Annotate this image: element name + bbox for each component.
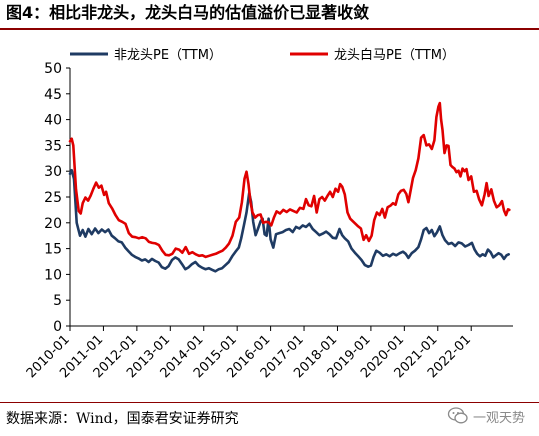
- legend: 非龙头PE（TTM） 龙头白马PE（TTM）: [70, 47, 455, 63]
- series-layer: [70, 103, 509, 271]
- wechat-bubble-icon: [447, 405, 469, 427]
- legend-label-leader: 龙头白马PE（TTM）: [334, 47, 455, 63]
- series-line-non-leader: [70, 170, 509, 271]
- y-tick-label: 35: [44, 138, 62, 154]
- figure-title: 图4：相比非龙头，龙头白马的估值溢价已显著收敛: [6, 1, 533, 25]
- y-tick-label: 15: [44, 242, 62, 258]
- pe-line-chart: 非龙头PE（TTM） 龙头白马PE（TTM） 05101520253035404…: [0, 30, 539, 400]
- y-tick-label: 10: [44, 267, 62, 283]
- watermark: 一观天势: [447, 404, 525, 428]
- legend-label-non-leader: 非龙头PE（TTM）: [114, 48, 222, 63]
- y-tick-label: 45: [44, 87, 62, 103]
- y-tick-label: 5: [53, 293, 62, 309]
- y-tick-label: 25: [44, 190, 62, 206]
- y-tick-label: 30: [44, 164, 62, 180]
- y-tick-label: 20: [44, 216, 62, 232]
- y-tick-label: 50: [44, 61, 62, 77]
- watermark-text: 一观天势: [473, 407, 525, 426]
- y-tick-label: 40: [44, 113, 62, 129]
- source-note: 数据来源：Wind，国泰君安证券研究: [6, 410, 239, 428]
- source-divider: [0, 402, 539, 403]
- x-axis: 2010-012011-012012-012013-012014-012015-…: [24, 326, 513, 381]
